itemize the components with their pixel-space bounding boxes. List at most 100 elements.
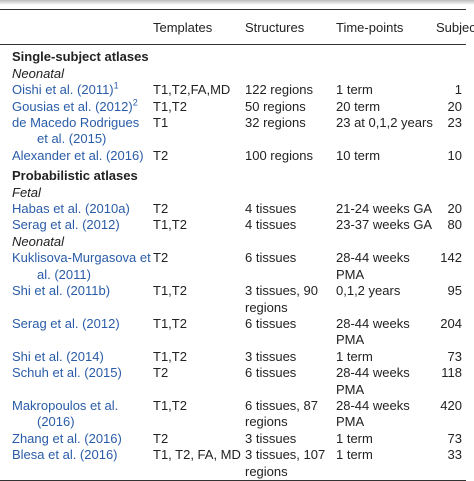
reference: Shi et al. (2014) xyxy=(0,349,153,365)
reference: Serag et al. (2012) xyxy=(0,217,153,233)
subjects: 95 xyxy=(447,283,462,299)
templates: T2 xyxy=(153,201,169,217)
structures: 50 regions xyxy=(245,98,306,114)
timepoints: 21-24 weeks GA xyxy=(336,201,433,217)
data-row: Blesa et al. (2016) T1, T2, FA, MD 3 tissu… xyxy=(0,447,466,480)
templates: T1,T2 xyxy=(153,98,187,114)
data-row: Zhang et al. (2016) T2 3 tissues 1 term 73 xyxy=(0,431,466,447)
reference-text: Makropoulos et al. (2016) xyxy=(12,397,119,430)
data-row: Schuh et al. (2015) T2 6 tissues 28-44 week… xyxy=(0,365,466,398)
section-title: Single-subject atlases xyxy=(12,49,149,65)
templates: T1 xyxy=(153,115,169,131)
data-row: Gousias et al. (2012)2 T1,T2 50 regions 20 … xyxy=(0,97,466,115)
caption-cutoff xyxy=(0,0,474,5)
timepoints: 23-37 weeks GA xyxy=(336,217,433,233)
subjects: 118 xyxy=(441,365,462,381)
subjects: 420 xyxy=(440,397,462,413)
timepoints: 0,1,2 years xyxy=(336,283,401,299)
data-row: Serag et al. (2012) T1,T2 4 tissues 23-37 w… xyxy=(0,217,466,233)
data-row: Shi et al. (2011b) T1,T2 3 tissues, 90 reg… xyxy=(0,283,466,316)
timepoints: 20 term xyxy=(336,98,381,114)
structures: 32 regions xyxy=(245,115,306,131)
data-row: Alexander et al. (2016) T2 100 regions 10 t… xyxy=(0,148,466,164)
reference: Makropoulos et al. (2016) xyxy=(0,398,153,431)
group-label: Neonatal xyxy=(12,233,65,249)
templates: T1,T2,FA,MD xyxy=(153,82,231,98)
reference: Alexander et al. (2016) xyxy=(0,148,153,164)
structures: 122 regions xyxy=(245,82,313,98)
reference-text: Schuh et al. (2015) xyxy=(12,365,122,381)
timepoints: 28-44 weeks PMA xyxy=(336,365,410,397)
subjects: 20 xyxy=(447,201,462,217)
subjects: 142 xyxy=(440,250,462,266)
structures: 6 tissues xyxy=(245,250,297,266)
section-title: Probabilistic atlases xyxy=(12,168,138,184)
templates: T1,T2 xyxy=(153,397,187,413)
header-cell: Time-points xyxy=(336,9,436,46)
reference: Shi et al. (2011b) xyxy=(0,283,153,316)
reference: Kuklisova-Murgasova et al. (2011) xyxy=(0,250,153,283)
structures: 6 tissues, 87 regions xyxy=(245,397,318,430)
templates: T2 xyxy=(153,365,169,381)
reference-text: Shi et al. (2011b) xyxy=(12,283,111,299)
footnote-mark: 2 xyxy=(132,97,138,108)
table-body: Single-subject atlases Neonatal Oishi et a… xyxy=(0,45,466,481)
timepoints: 1 term xyxy=(336,447,373,463)
templates: T2 xyxy=(153,250,169,266)
timepoints: 23 at 0,1,2 years xyxy=(336,115,433,131)
data-row: Shi et al. (2014) T1,T2 3 tissues 1 term 73 xyxy=(0,349,466,365)
timepoints: 28-44 weeks PMA xyxy=(336,315,410,348)
reference-text: Oishi et al. (2011) xyxy=(12,82,114,98)
data-row: Oishi et al. (2011)1 T1,T2,FA,MD 122 regio… xyxy=(0,80,466,98)
group-label: Fetal xyxy=(12,184,41,200)
structures: 4 tissues xyxy=(245,201,297,217)
timepoints: 10 term xyxy=(336,147,381,163)
reference-text: Habas et al. (2010a) xyxy=(12,201,130,217)
subjects: 73 xyxy=(447,430,462,446)
reference-text: Blesa et al. (2016) xyxy=(12,447,118,463)
subjects: 1 xyxy=(454,82,462,98)
section-row: Single-subject atlases xyxy=(0,45,466,66)
structures: 3 tissues, 107 regions xyxy=(245,447,326,479)
subjects: 80 xyxy=(447,217,462,233)
reference: Oishi et al. (2011)1 xyxy=(0,80,153,98)
group-row: Neonatal xyxy=(0,66,466,82)
templates: T1,T2 xyxy=(153,217,187,233)
reference: Gousias et al. (2012)2 xyxy=(0,97,153,115)
timepoints: 1 term xyxy=(336,348,373,364)
data-row: de Macedo Rodrigues et al. (2015) T1 32 re… xyxy=(0,115,466,148)
templates: T1, T2, FA, MD xyxy=(153,447,241,463)
section-row: Probabilistic atlases xyxy=(0,164,466,184)
header-cell: Templates xyxy=(153,9,245,46)
reference: de Macedo Rodrigues et al. (2015) xyxy=(0,115,153,148)
reference-text: Kuklisova-Murgasova et al. (2011) xyxy=(12,250,151,282)
data-row: Kuklisova-Murgasova et al. (2011) T2 6 tis… xyxy=(0,250,466,283)
subjects: 73 xyxy=(447,348,462,364)
footnote-mark: 1 xyxy=(113,80,119,91)
reference-text: Zhang et al. (2016) xyxy=(12,430,122,446)
reference: Schuh et al. (2015) xyxy=(0,365,153,398)
templates: T1,T2 xyxy=(153,315,187,331)
timepoints: 28-44 weeks PMA xyxy=(336,250,410,282)
templates: T1,T2 xyxy=(153,283,187,299)
data-row: Habas et al. (2010a) T2 4 tissues 21-24 wee… xyxy=(0,201,466,217)
reference-text: Serag et al. (2012) xyxy=(12,217,120,233)
header-cell xyxy=(0,9,153,46)
data-row: Serag et al. (2012) T1,T2 6 tissues 28-44 w… xyxy=(0,316,466,349)
subjects: 20 xyxy=(447,98,462,114)
reference-text: Gousias et al. (2012) xyxy=(12,98,133,114)
subjects: 204 xyxy=(440,315,462,331)
header-cell: Subjects xyxy=(436,9,474,46)
reference: Habas et al. (2010a) xyxy=(0,201,153,217)
group-row: Neonatal xyxy=(0,234,466,250)
structures: 6 tissues xyxy=(245,315,297,331)
group-label: Neonatal xyxy=(12,65,65,81)
structures: 3 tissues xyxy=(245,430,297,446)
templates: T2 xyxy=(153,430,169,446)
structures: 3 tissues xyxy=(245,348,297,364)
reference-text: Serag et al. (2012) xyxy=(12,315,120,331)
structures: 6 tissues xyxy=(245,365,297,381)
